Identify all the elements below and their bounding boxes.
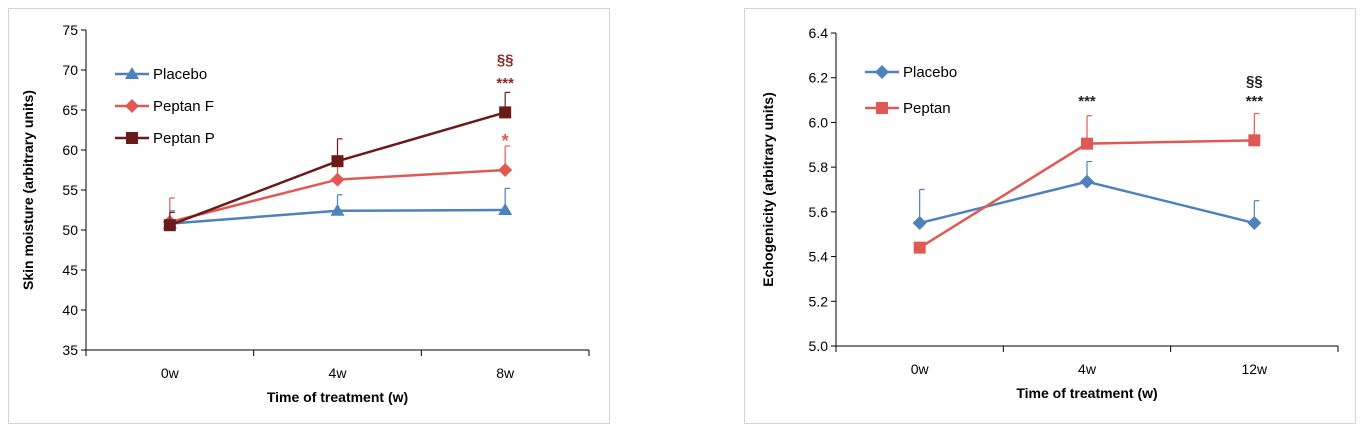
data-point [1080,174,1094,189]
y-tick-label: 40 [62,302,78,318]
y-tick-label: 6.0 [809,114,829,130]
x-axis-title: Time of treatment (w) [267,389,408,405]
significance-annotation: §§ [497,52,514,69]
chart-panel-skin-moisture: 35 40 45 50 55 60 65 70 75 0w 4w 8w §§ *** * Placebo P… [8,8,610,424]
legend-marker [876,102,888,114]
legend-item: Peptan P [115,130,215,147]
echogenicity-chart: 5.05.25.45.65.86.06.26.40w 4w 12w ***§§***… [760,25,1339,401]
y-axis-title: Echogenicity (arbitrary units) [760,92,776,286]
significance-annotation: * [502,131,509,151]
significance-annotation: §§ [1246,73,1263,90]
y-tick-label: 50 [62,222,78,238]
legend-marker [125,67,139,79]
y-axis-title: Skin moisture (arbitrary units) [20,90,36,290]
y-tick-label: 5.2 [809,293,829,309]
data-point [331,155,344,168]
y-tick-label: 55 [62,182,78,198]
data-point [498,163,513,177]
legend-marker [126,132,138,144]
y-tick-label: 45 [62,262,78,278]
series-peptan-p [163,91,512,232]
legend-marker [125,99,139,113]
legend-item: Placebo [865,64,957,81]
y-tick-label: 5.6 [809,204,829,220]
x-tick-label: 12w [1241,361,1268,377]
x-tick-label: 4w [329,365,348,381]
data-point [1081,137,1093,150]
legend-label: Placebo [903,64,957,81]
axes: 35 40 45 50 55 60 65 70 75 0w 4w 8w [62,22,590,381]
legend-item: Placebo [115,66,207,83]
y-tick-label: 60 [62,142,78,158]
y-tick-label: 5.4 [809,249,829,265]
x-tick-label: 8w [496,365,515,381]
y-tick-label: 35 [62,342,78,358]
y-tick-label: 65 [62,102,78,118]
data-point [1247,216,1262,231]
annotations-layer: *** §§ *** [1078,73,1263,110]
legend: Placebo Peptan [865,64,957,117]
legend-label: Placebo [153,66,207,83]
data-point [499,106,512,119]
x-tick-label: 0w [161,365,180,381]
data-point [498,203,513,215]
y-tick-label: 6.4 [809,25,829,41]
significance-annotation: *** [496,75,514,92]
data-point [913,241,926,254]
y-tick-label: 5.8 [809,159,829,175]
legend-label: Peptan [903,100,951,117]
legend-marker [875,65,889,79]
y-tick-label: 5.0 [809,338,829,354]
data-point [330,172,345,187]
legend-item: Peptan F [115,98,214,115]
series-layer [912,112,1262,254]
data-point [163,219,176,232]
legend-item: Peptan [865,100,951,117]
x-axis-title: Time of treatment (w) [1016,385,1157,401]
data-point [912,216,927,231]
series-line [919,139,1255,249]
y-tick-label: 6.2 [809,70,829,86]
legend: Placebo Peptan F Peptan P [115,66,215,147]
significance-annotation: *** [1246,93,1264,110]
series-layer [162,91,513,232]
data-point [1248,134,1261,147]
series-placebo [912,160,1262,231]
data-point [330,203,345,216]
x-tick-label: 0w [911,361,930,377]
x-tick-label: 4w [1078,361,1097,377]
legend-label: Peptan P [153,130,215,147]
series-peptan [913,112,1261,254]
legend-label: Peptan F [153,98,214,115]
significance-annotation: *** [1078,93,1096,110]
chart-panel-echogenicity: 5.0 5.2 5.4 5.6 5.8 6.0 6.2 6.4 0w 4w 12w *** §§ ***… [744,8,1356,424]
axes: 5.0 5.2 5.4 5.6 5.8 6.0 6.2 6.4 0w 4w 12w [809,25,1339,377]
y-tick-label: 70 [62,62,78,78]
annotations-layer: §§**** [496,52,514,151]
y-tick-label: 75 [62,22,78,38]
